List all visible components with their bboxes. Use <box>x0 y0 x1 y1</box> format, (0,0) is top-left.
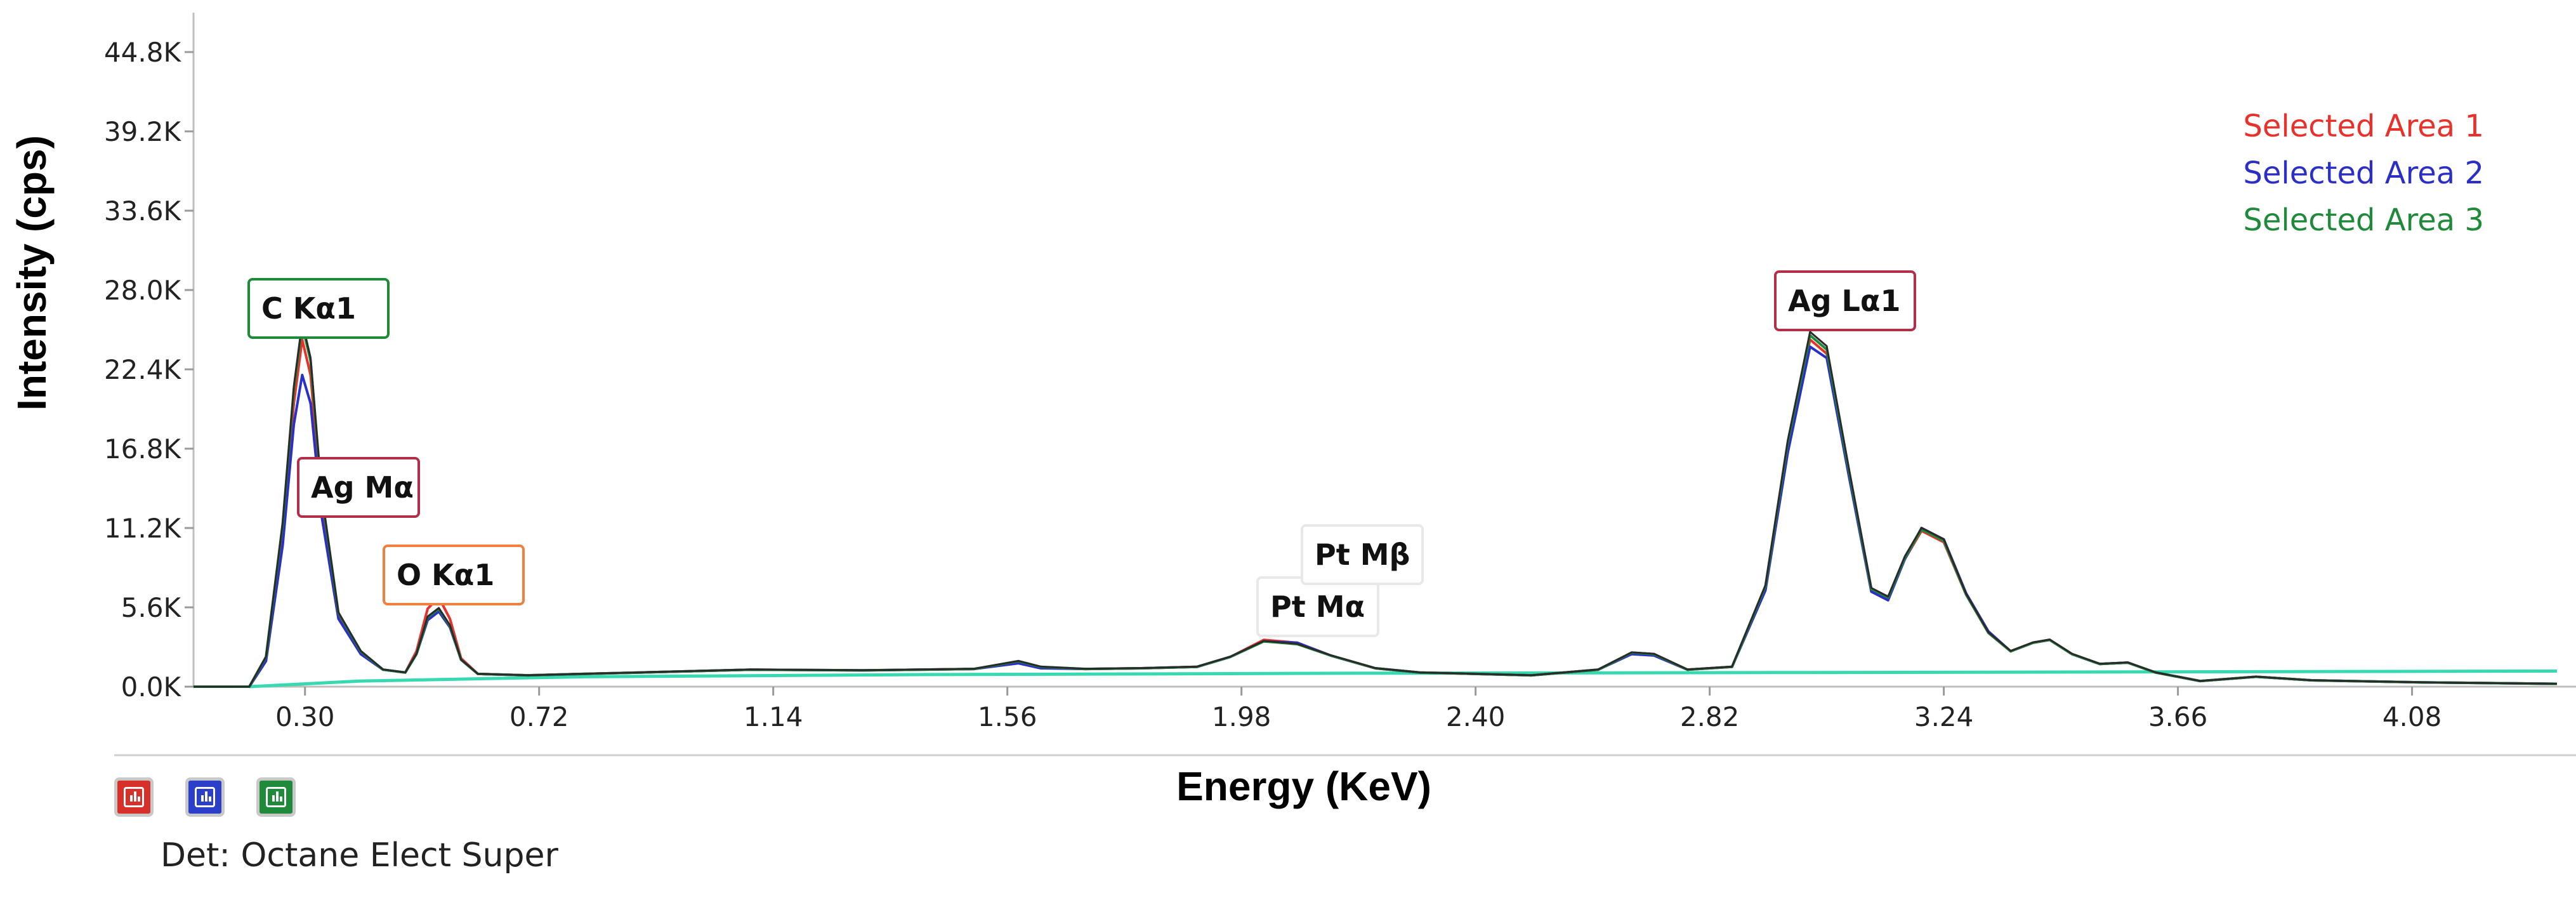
series-layer <box>194 320 2558 689</box>
y-tick-label: 5.6K <box>121 592 182 623</box>
y-axis-title: Intensity (cps) <box>9 135 55 411</box>
legend-item: Selected Area 2 <box>2243 155 2484 191</box>
peak-label: Pt Mα <box>1256 576 1379 637</box>
plot-frame <box>114 13 2576 756</box>
x-tick-label: 0.72 <box>509 701 569 732</box>
peak-label-box <box>1301 524 1424 585</box>
area-2-toggle-button[interactable] <box>185 777 225 817</box>
y-tick-label: 39.2K <box>104 116 182 147</box>
legend: Selected Area 1 Selected Area 2 Selected A… <box>2243 109 2484 238</box>
peak-label-text: Ag Mα <box>311 470 414 505</box>
y-tick-label: 33.6K <box>104 195 182 227</box>
area-1-toggle-button[interactable] <box>114 777 154 817</box>
peak-label-text: Pt Mβ <box>1315 538 1410 572</box>
peak-label-box <box>297 457 420 518</box>
spectrum-icon-bar <box>272 795 275 802</box>
spectrum-icon-bar <box>130 795 133 802</box>
peak-label: Ag Mα <box>297 457 420 518</box>
y-tick-label: 0.0K <box>121 671 182 703</box>
x-tick-label: 3.66 <box>2148 701 2208 732</box>
spectrum-icon-bar <box>205 791 207 802</box>
y-tick-label: 11.2K <box>104 513 182 544</box>
spectrum-icon-bar <box>138 796 140 802</box>
x-tick-label: 3.24 <box>1914 701 1974 732</box>
detector-label: Det: Octane Elect Super <box>161 836 558 875</box>
x-tick-label: 1.98 <box>1212 701 1272 732</box>
x-tick-label: 4.08 <box>2382 701 2442 732</box>
peak-label-text: Ag Lα1 <box>1788 284 1900 318</box>
y-axis-ticks: 0.0K 5.6K 11.2K 16.8K 22.4K 28.0K 33.6K 39.2K 44… <box>104 37 194 703</box>
spectrum-icon-bar <box>134 791 136 802</box>
y-tick-label: 44.8K <box>104 37 182 68</box>
peak-label-box <box>1774 270 1916 331</box>
spectrum-icon-bar <box>276 791 279 802</box>
peak-label-box <box>247 278 390 339</box>
y-tick-label: 28.0K <box>104 275 182 306</box>
spectrum-icon <box>266 787 286 807</box>
spectrum-icon <box>124 787 144 807</box>
peak-label: O Kα1 <box>383 545 525 605</box>
composite-trace <box>194 320 2558 688</box>
spectrum-icon-bar <box>209 796 211 802</box>
x-tick-label: 1.56 <box>978 701 1037 732</box>
background-trace <box>249 669 2558 689</box>
peak-label-text: Pt Mα <box>1270 590 1365 624</box>
y-tick-label: 22.4K <box>104 354 182 385</box>
spectrum-icon-bar <box>201 795 204 802</box>
peak-label-text: O Kα1 <box>397 558 494 592</box>
x-tick-label: 1.14 <box>744 701 803 732</box>
x-tick-label: 2.82 <box>1680 701 1740 732</box>
y-tick-label: 16.8K <box>104 433 182 465</box>
peak-label: C Kα1 <box>247 278 390 339</box>
spectrum-icon <box>195 787 215 807</box>
legend-item: Selected Area 1 <box>2243 109 2484 144</box>
annotation-layer: C Kα1 Ag Mα O Kα1 Pt Mα Pt Mβ Ag Lα1 <box>247 270 1916 637</box>
peak-label-box <box>383 545 525 605</box>
peak-label-text: C Kα1 <box>261 291 356 326</box>
x-axis-title: Energy (KeV) <box>1176 763 1431 809</box>
peak-label: Pt Mβ <box>1301 524 1424 585</box>
x-axis-ticks: 0.30 0.72 1.14 1.56 1.98 2.40 2.82 3.24 3.66 4.08 <box>275 687 2441 732</box>
spectrum-icon-bar <box>280 796 282 802</box>
x-tick-label: 2.40 <box>1446 701 1506 732</box>
peak-label: Ag Lα1 <box>1774 270 1916 331</box>
x-tick-label: 0.30 <box>275 701 335 732</box>
legend-item: Selected Area 3 <box>2243 202 2484 238</box>
area-3-toggle-button[interactable] <box>256 777 296 817</box>
